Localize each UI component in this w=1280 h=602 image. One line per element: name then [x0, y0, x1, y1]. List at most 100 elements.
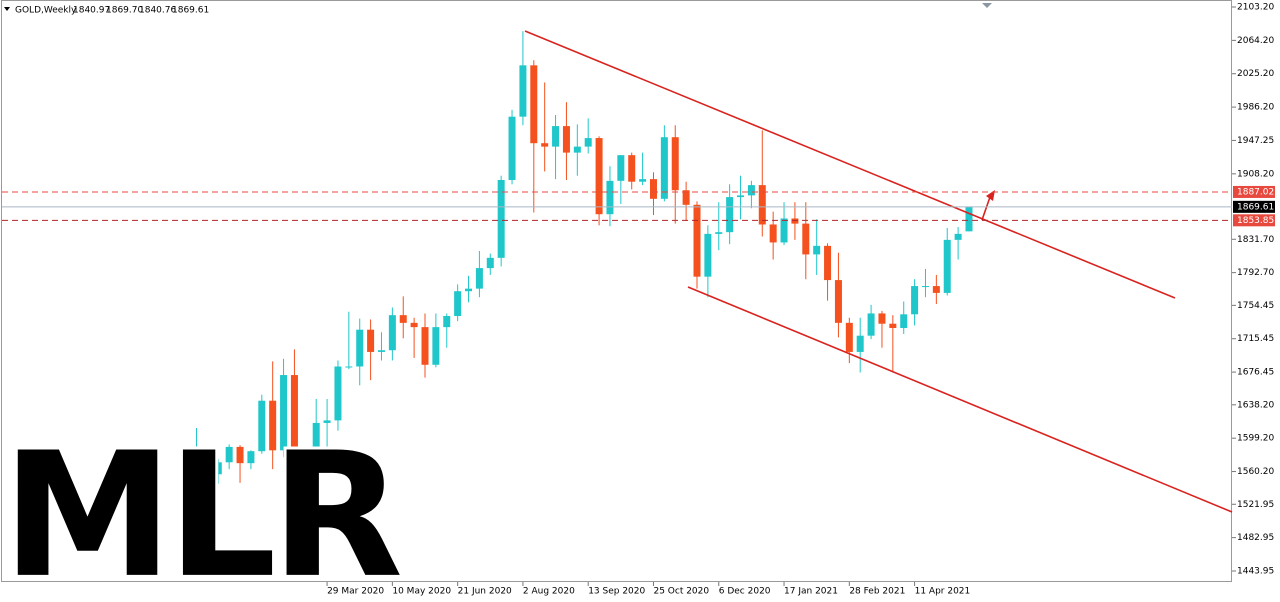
candle-body: [639, 179, 647, 182]
candle-body: [530, 65, 538, 144]
candle-body: [193, 474, 201, 479]
arrow: [981, 196, 991, 221]
y-tick-label: 2025.20: [1237, 69, 1274, 79]
candle-body: [465, 288, 473, 292]
candle-body: [258, 400, 266, 452]
candle-body: [367, 329, 375, 352]
candle-body: [573, 146, 581, 153]
x-tick-label: 21 Jun 2020: [458, 587, 512, 597]
shift-marker: [982, 3, 992, 8]
candle-body: [791, 218, 799, 224]
price-level-badge: [1233, 200, 1275, 213]
candle-body: [911, 286, 919, 315]
y-tick-label: 1638.20: [1237, 400, 1274, 410]
candle-body: [323, 420, 331, 423]
candle-body: [399, 315, 407, 323]
candle-body: [182, 478, 190, 514]
candle-body: [236, 446, 244, 464]
x-tick-label: 10 May 2020: [392, 587, 451, 597]
price-level-label: 1887.02: [1237, 187, 1274, 197]
candle-body: [845, 322, 853, 352]
candle-body: [758, 185, 766, 225]
candle-body: [247, 451, 255, 464]
candle-body: [290, 375, 298, 498]
candle-body: [834, 280, 842, 323]
ohlc-high: 1869.70: [106, 6, 143, 16]
candle-body: [628, 155, 636, 182]
candle-body: [454, 291, 462, 317]
candle-body: [541, 143, 549, 147]
candle-body: [737, 195, 745, 198]
price-level-label: 1853.85: [1237, 216, 1274, 226]
y-tick-label: 1715.45: [1237, 334, 1274, 344]
candle-body: [802, 223, 810, 255]
candle-body: [671, 137, 679, 191]
x-tick-label: 6 Dec 2020: [719, 587, 771, 597]
x-tick-label: 25 Oct 2020: [653, 587, 709, 597]
candle-body: [508, 116, 516, 180]
candle-body: [867, 313, 875, 336]
candle-body: [334, 366, 342, 421]
candle-body: [595, 138, 603, 215]
candle-body: [388, 315, 396, 351]
candle-body: [693, 204, 701, 277]
y-tick-label: 1599.20: [1237, 434, 1274, 444]
x-tick-label: 13 Sep 2020: [588, 587, 645, 597]
price-level-label: 1869.61: [1237, 202, 1274, 212]
candle-body: [813, 245, 821, 255]
candle-body: [562, 126, 570, 153]
candle-body: [889, 323, 897, 328]
candle-body: [649, 179, 657, 199]
plot-frame: [1, 0, 1232, 582]
ohlc-open: 1840.97: [73, 6, 110, 16]
x-tick-label: 29 Mar 2020: [327, 587, 384, 597]
candle-body: [519, 65, 527, 117]
candle-body: [486, 257, 494, 269]
y-tick-label: 1947.25: [1237, 136, 1274, 146]
y-tick-label: 1831.70: [1237, 235, 1274, 245]
candle-body: [617, 155, 625, 181]
candle-body: [726, 197, 734, 233]
collapse-icon[interactable]: [4, 7, 10, 11]
y-tick-label: 1521.95: [1237, 500, 1274, 510]
trend-line: [687, 286, 1233, 513]
watermark-logo: MLR: [2, 415, 400, 602]
candle-body: [421, 327, 429, 365]
ohlc-close: 1869.61: [172, 6, 209, 16]
x-tick-label: 28 Feb 2021: [849, 587, 905, 597]
candle-body: [921, 286, 929, 288]
symbol-label: GOLD,Weekly: [15, 6, 77, 16]
x-tick-label: 17 Jan 2021: [784, 587, 838, 597]
candle-body: [824, 245, 832, 281]
candle-body: [747, 185, 755, 196]
candle-body: [900, 314, 908, 328]
candle-body: [356, 329, 364, 367]
candle-body: [769, 224, 777, 243]
candle-body: [932, 286, 940, 293]
y-tick-label: 1754.45: [1237, 301, 1274, 311]
y-tick-label: 1560.20: [1237, 467, 1274, 477]
x-tick-label: 11 Apr 2021: [915, 587, 971, 597]
candle-body: [660, 137, 668, 199]
trend-line: [524, 30, 1176, 299]
y-tick-label: 1986.20: [1237, 103, 1274, 113]
y-tick-label: 2064.20: [1237, 36, 1274, 46]
candle-body: [410, 322, 418, 328]
candle-body: [584, 138, 592, 147]
y-tick-label: 1908.20: [1237, 169, 1274, 179]
y-tick-label: 1482.95: [1237, 533, 1274, 543]
candle-body: [856, 335, 864, 352]
candle-body: [780, 218, 788, 243]
candle-body: [225, 446, 233, 463]
candle-body: [704, 233, 712, 277]
ohlc-low: 1840.76: [139, 6, 176, 16]
price-level-badge: [1233, 185, 1275, 198]
candle-body: [682, 190, 690, 205]
candle-body: [878, 313, 886, 324]
arrow-head: [986, 190, 995, 201]
candle-body: [269, 400, 277, 451]
candle-body: [443, 316, 451, 328]
y-tick-label: 2103.20: [1237, 3, 1274, 13]
candle-body: [965, 206, 973, 232]
